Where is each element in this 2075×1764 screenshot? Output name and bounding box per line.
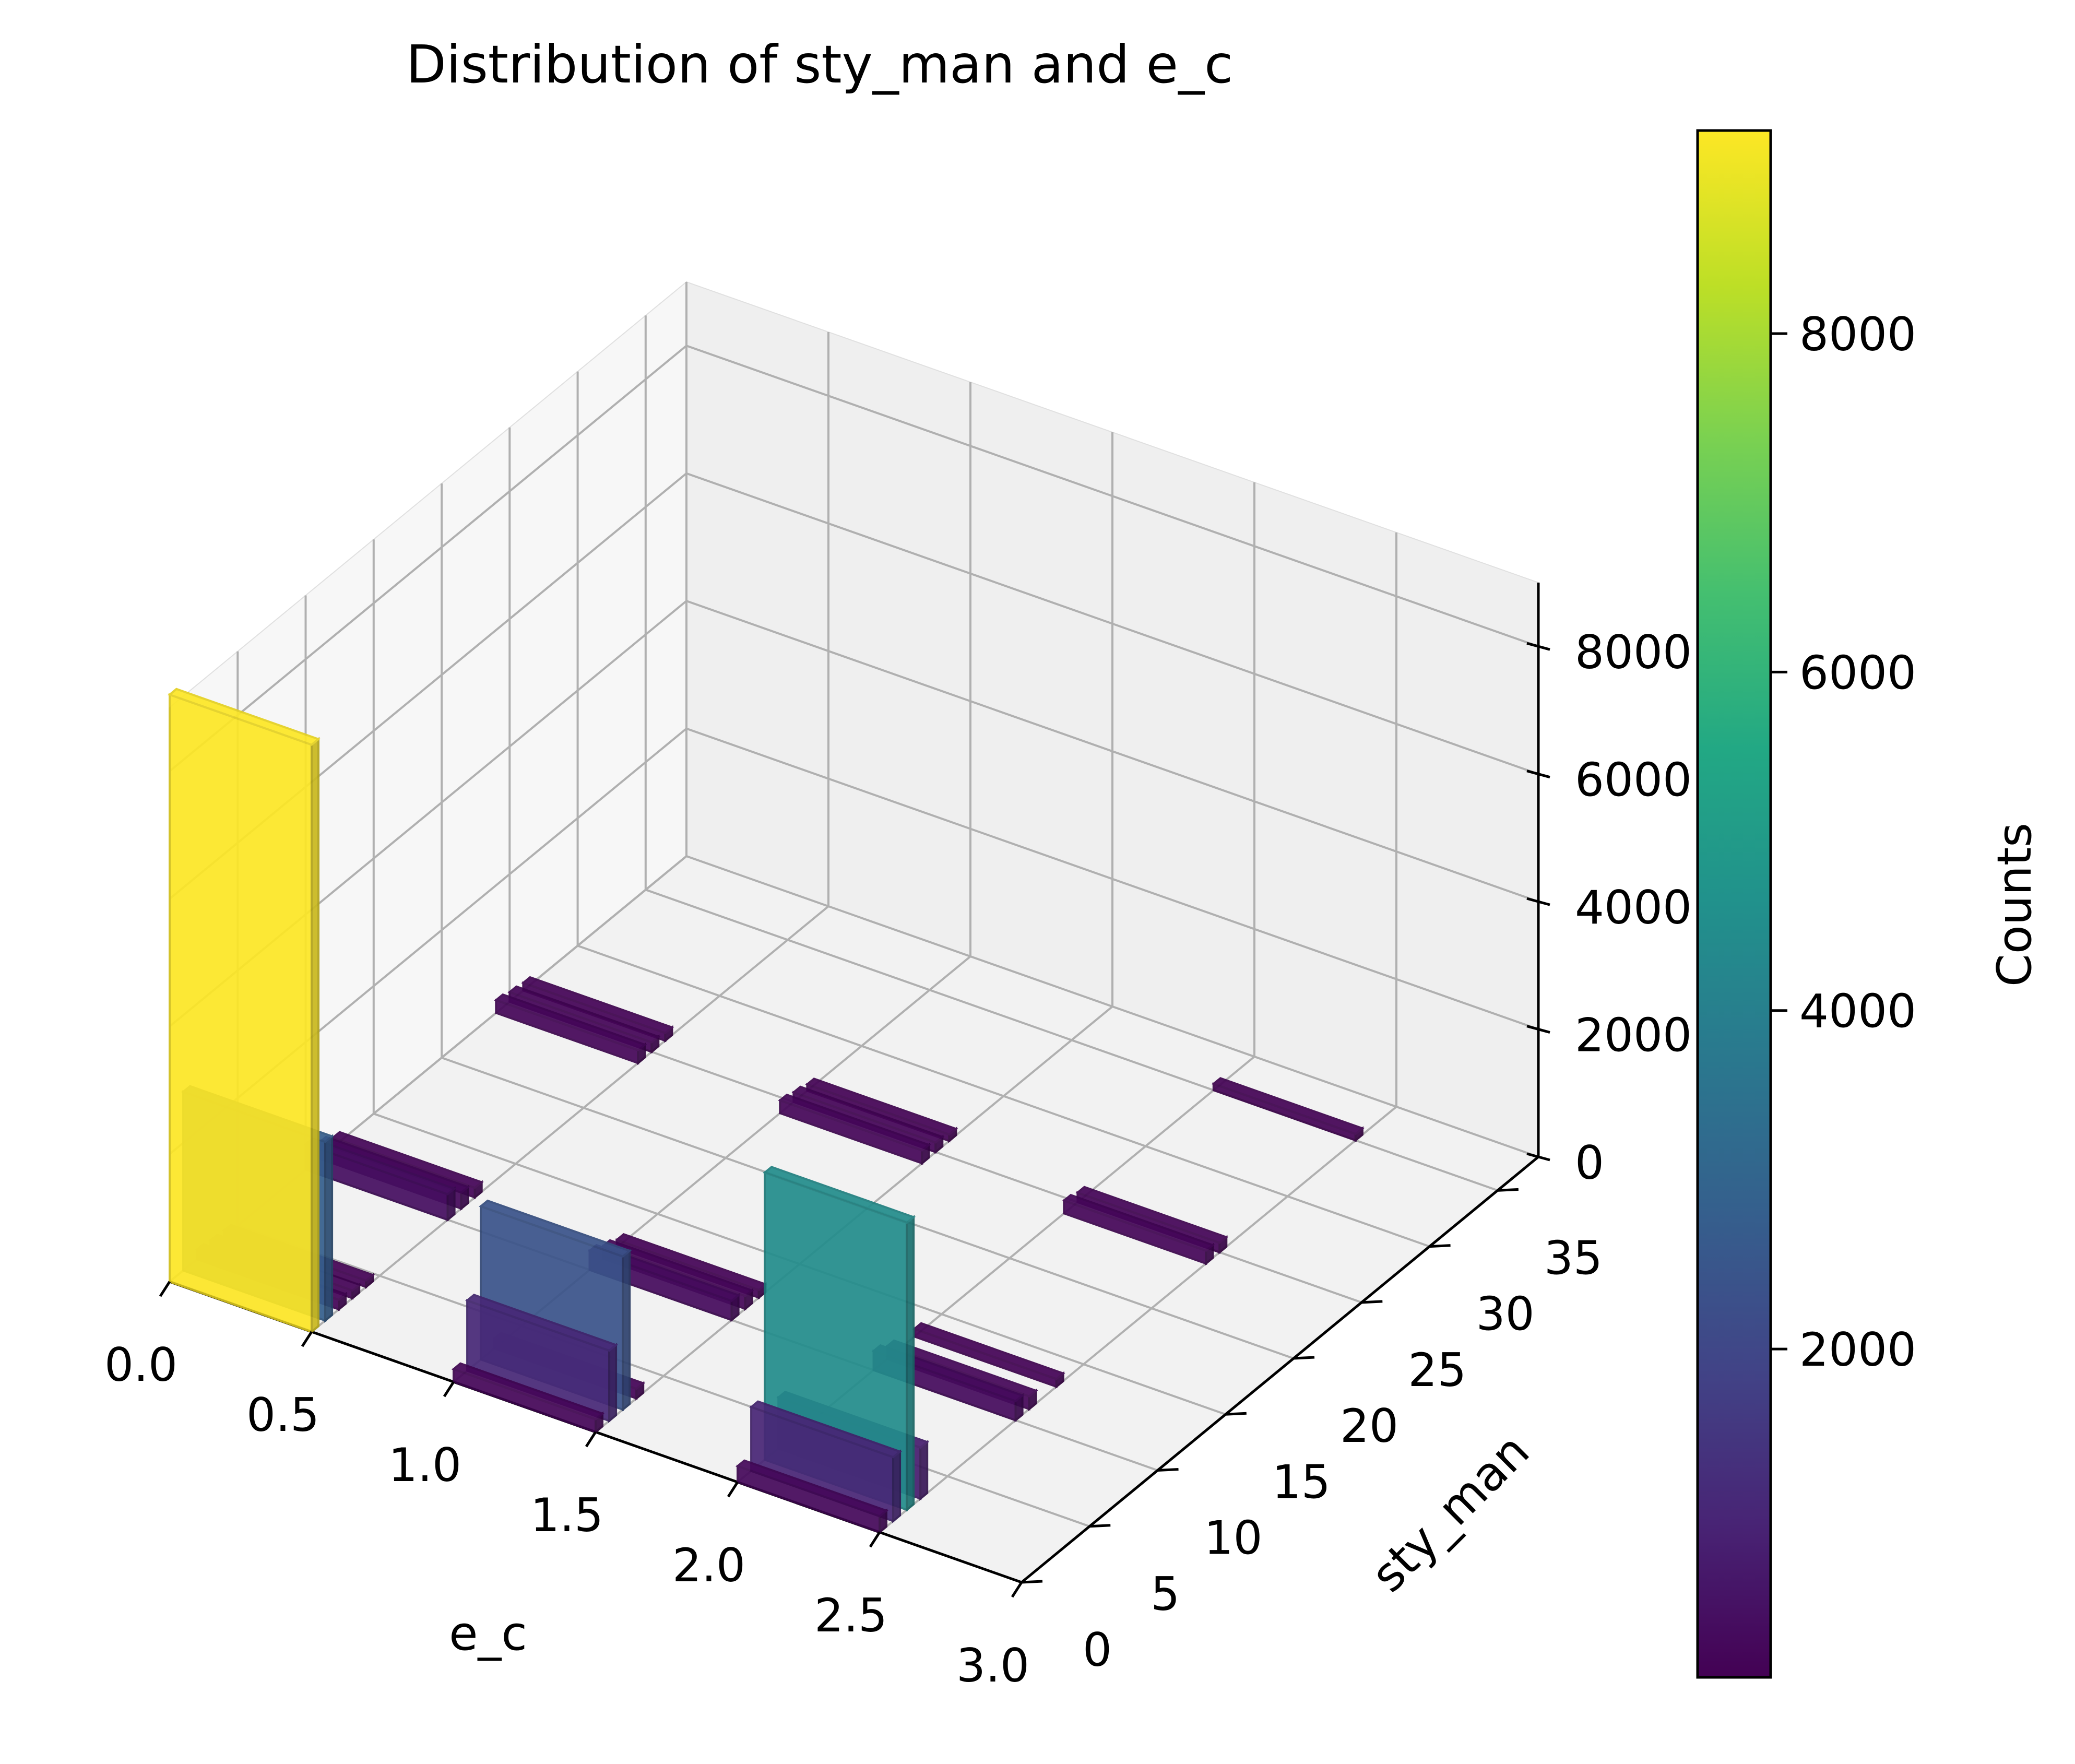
bar	[494, 993, 647, 1065]
bar-front-face	[169, 693, 313, 1333]
bar-top-face	[805, 1078, 958, 1136]
bar	[778, 1093, 931, 1166]
y-tick	[1089, 1524, 1111, 1528]
bar-top-face	[168, 688, 321, 746]
x-tick	[727, 1481, 739, 1498]
bar	[452, 1362, 604, 1435]
x-tick-label: 1.0	[388, 1438, 461, 1492]
bar-top-face	[1062, 1193, 1215, 1252]
bar-top-face	[330, 1131, 484, 1189]
bar-side-face	[608, 1343, 618, 1423]
bar-top-face	[494, 993, 647, 1052]
y-axis-line	[1021, 1156, 1539, 1583]
x-tick	[585, 1431, 597, 1448]
gridline-z	[169, 472, 1539, 900]
bar-top-face	[1075, 1186, 1229, 1244]
bar-side-face	[906, 1215, 915, 1512]
z-tick-label: 0	[1575, 1136, 1604, 1190]
bar-top-face	[912, 1322, 1065, 1380]
gridline-z	[169, 344, 1539, 772]
x-tick	[443, 1381, 455, 1398]
colorbar-tick-label: 8000	[1799, 307, 1916, 361]
y-tick-label: 20	[1340, 1399, 1398, 1453]
x-tick-label: 1.5	[530, 1488, 603, 1542]
x-tick	[159, 1281, 171, 1297]
bar-top-face	[452, 1362, 604, 1420]
bar-top-face	[521, 976, 674, 1034]
x-tick-label: 3.0	[956, 1639, 1029, 1692]
x-tick	[1011, 1581, 1023, 1598]
y-tick	[1497, 1188, 1519, 1192]
z-tick	[1526, 769, 1550, 779]
y-tick-label: 15	[1272, 1455, 1331, 1509]
bar-side-face	[622, 1248, 631, 1412]
bar-top-face	[763, 1166, 916, 1224]
colorbar-label: Counts	[1987, 823, 2042, 987]
x-tick-label: 0.0	[104, 1338, 177, 1392]
bar-top-face	[749, 1400, 903, 1459]
bars	[168, 688, 1365, 1535]
z-tick	[1526, 642, 1550, 651]
bar	[168, 688, 321, 1334]
y-tick	[1361, 1300, 1383, 1304]
z-tick	[1526, 897, 1550, 906]
z-tick-label: 2000	[1575, 1009, 1692, 1062]
y-tick	[1293, 1356, 1315, 1360]
y-tick	[1429, 1244, 1451, 1248]
y-tick	[1225, 1412, 1247, 1416]
y-tick-label: 10	[1204, 1511, 1263, 1565]
x-tick-label: 2.5	[814, 1589, 887, 1642]
bar-top-face	[479, 1199, 632, 1258]
bar	[735, 1459, 889, 1535]
colorbar	[1696, 129, 1772, 1679]
z-tick	[1526, 1025, 1550, 1034]
bar-side-face	[311, 737, 319, 1334]
bar	[1062, 1193, 1215, 1266]
y-tick-label: 0	[1083, 1623, 1112, 1677]
x-tick-label: 2.0	[672, 1538, 745, 1592]
y-tick-label: 35	[1544, 1231, 1603, 1285]
bar-side-face	[919, 1439, 929, 1501]
x-axis-label: e_c	[449, 1606, 527, 1661]
ticks: 0.00.51.01.52.02.53.0 0510152025303502000…	[104, 625, 1692, 1692]
colorbar-ticks: 2000 4000 6000 8000	[1771, 307, 1916, 1377]
y-tick-label: 25	[1408, 1343, 1466, 1397]
x-tick-label: 0.5	[246, 1388, 319, 1442]
colorbar-tick-label: 6000	[1799, 646, 1916, 700]
y-tick	[1157, 1468, 1179, 1472]
bar-side-face	[324, 1134, 334, 1323]
z-tick-label: 4000	[1575, 881, 1692, 934]
bar-top-face	[507, 985, 661, 1044]
colorbar-tick-label: 4000	[1799, 985, 1916, 1038]
z-tick-label: 6000	[1575, 753, 1692, 807]
gridline-z	[169, 599, 1539, 1027]
x-tick	[301, 1331, 313, 1347]
y-tick	[1021, 1580, 1043, 1584]
x-tick	[869, 1531, 881, 1548]
bar	[1211, 1077, 1365, 1143]
bar-top-face	[735, 1459, 889, 1518]
bar-side-face	[892, 1449, 902, 1523]
colorbar-tick-label: 2000	[1799, 1323, 1916, 1377]
z-tick	[1526, 1152, 1550, 1162]
bar-top-face	[465, 1294, 619, 1352]
bar-top-face	[778, 1093, 931, 1152]
chart-title: Distribution of sty_man and e_c	[406, 34, 1233, 95]
bar-top-face	[791, 1085, 945, 1144]
bar-top-face	[1211, 1077, 1365, 1135]
y-tick-label: 30	[1476, 1287, 1535, 1341]
y-tick-label: 5	[1151, 1567, 1180, 1621]
gridline-z	[169, 727, 1539, 1155]
z-tick-label: 8000	[1575, 625, 1692, 679]
